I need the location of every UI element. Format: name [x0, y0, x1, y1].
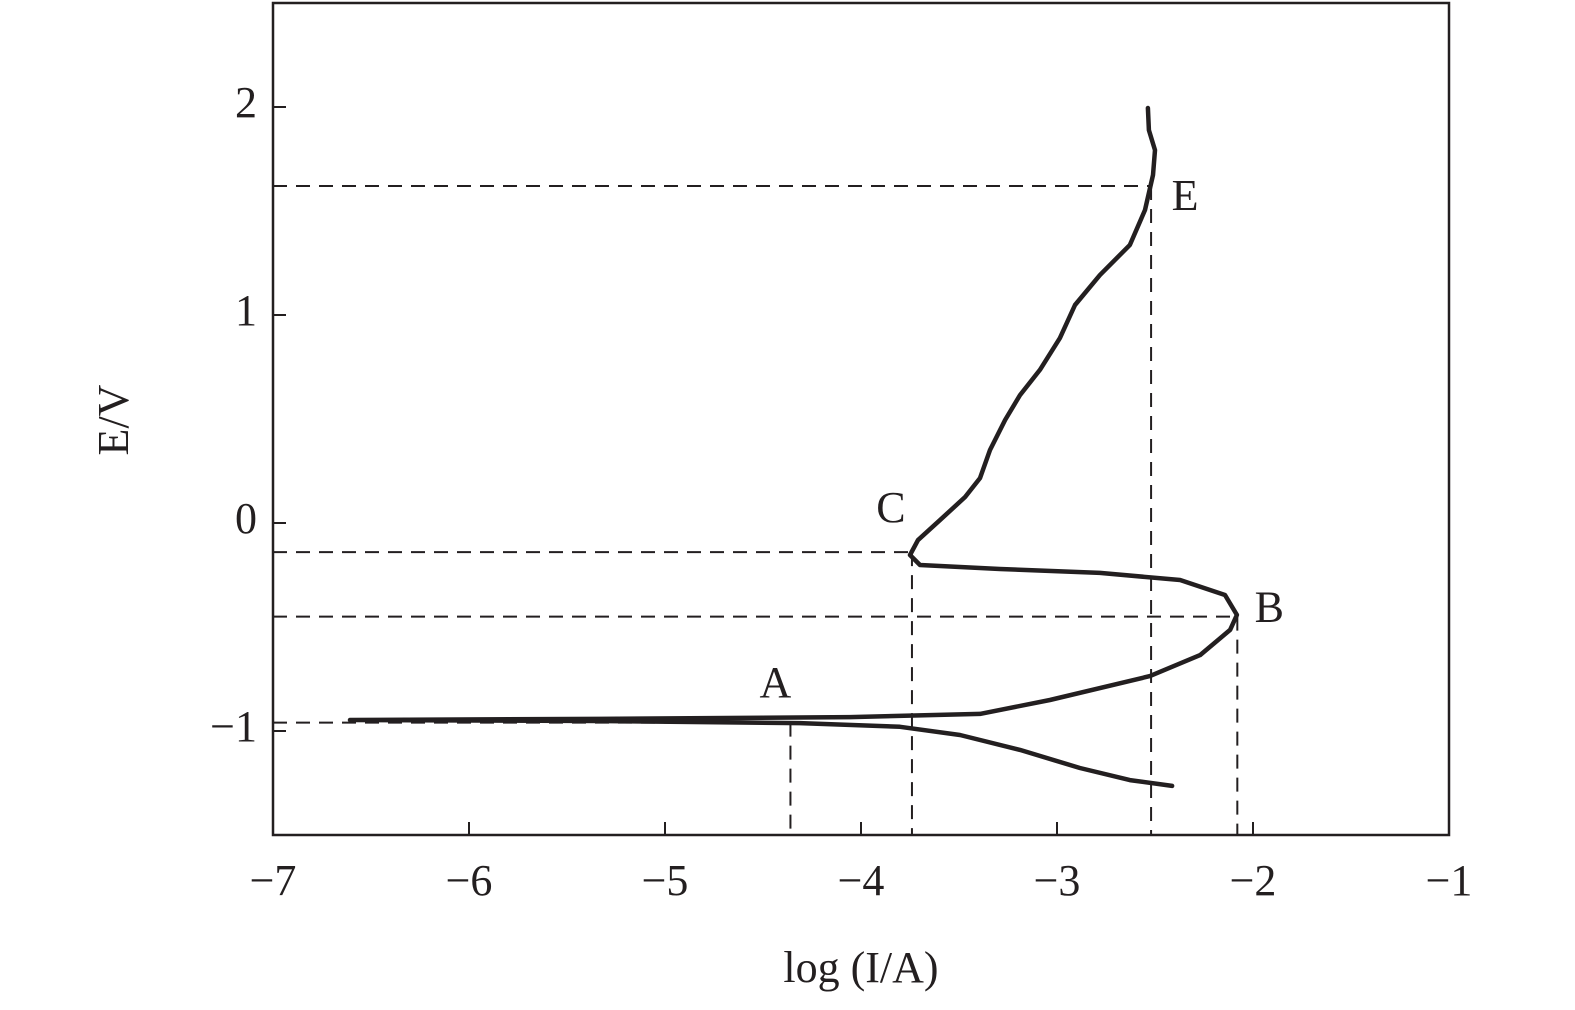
y-tick-label: 0 [235, 494, 257, 543]
y-tick-label: 2 [235, 78, 257, 127]
point-label: C [876, 483, 905, 532]
point-label: B [1255, 583, 1284, 632]
y-axis-label: E/V [89, 384, 138, 455]
point-label: A [760, 658, 792, 707]
x-tick-label: −5 [642, 856, 689, 905]
x-tick-label: −3 [1034, 856, 1081, 905]
x-tick-label: −1 [1426, 856, 1473, 905]
plot-frame [271, 1, 1451, 837]
x-tick-label: −6 [446, 856, 493, 905]
x-tick-label: −7 [250, 856, 297, 905]
x-axis-label: log (I/A) [783, 943, 938, 992]
x-tick-label: −2 [1230, 856, 1277, 905]
x-tick-label: −4 [838, 856, 885, 905]
curve [347, 105, 1240, 789]
y-tick-label: 1 [235, 286, 257, 335]
y-tick-label: −1 [210, 702, 257, 751]
point-label: E [1172, 171, 1199, 220]
